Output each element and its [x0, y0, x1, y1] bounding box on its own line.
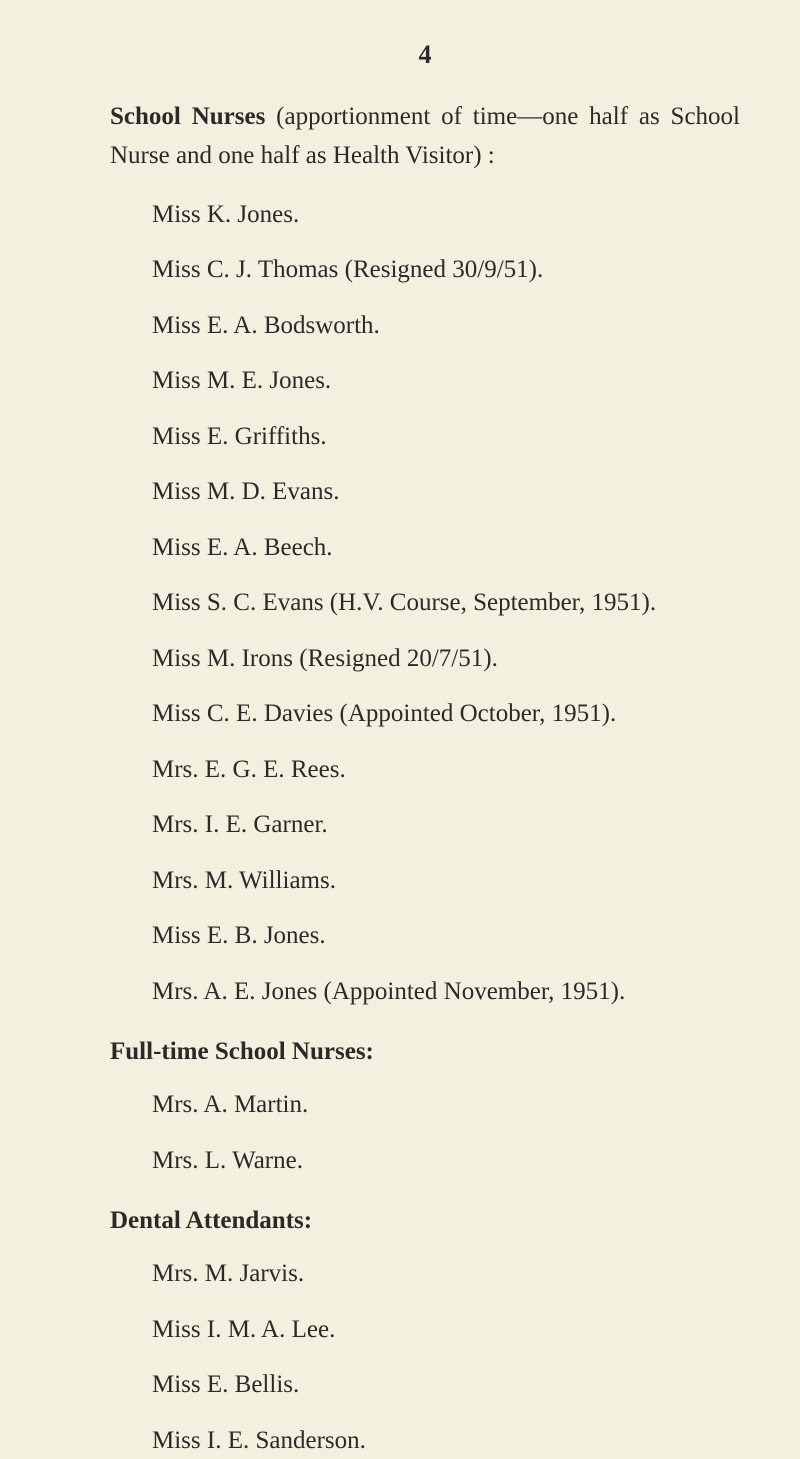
- section-school-nurses-intro: School Nurses (apportionment of time—one…: [110, 98, 740, 176]
- list-item: Mrs. M. Jarvis.: [110, 1255, 740, 1293]
- list-item: Miss E. A. Bodsworth.: [110, 307, 740, 345]
- list-item: Miss M. E. Jones.: [110, 362, 740, 400]
- list-item: Miss M. Irons (Resigned 20/7/51).: [110, 640, 740, 678]
- page-number: 4: [110, 40, 740, 70]
- school-nurses-list: Miss K. Jones. Miss C. J. Thomas (Resign…: [110, 196, 740, 1011]
- section-dental-heading: Dental Attendants:: [110, 1207, 740, 1235]
- list-item: Miss E. B. Jones.: [110, 917, 740, 955]
- list-item: Miss E. A. Beech.: [110, 529, 740, 567]
- list-item: Mrs. I. E. Garner.: [110, 806, 740, 844]
- list-item: Miss E. Griffiths.: [110, 418, 740, 456]
- list-item: Mrs. L. Warne.: [110, 1142, 740, 1180]
- list-item: Miss I. E. Sanderson.: [110, 1422, 740, 1459]
- list-item: Miss K. Jones.: [110, 196, 740, 234]
- list-item: Miss M. D. Evans.: [110, 473, 740, 511]
- list-item: Mrs. M. Williams.: [110, 862, 740, 900]
- list-item: Mrs. A. Martin.: [110, 1086, 740, 1124]
- fulltime-nurses-list: Mrs. A. Martin. Mrs. L. Warne.: [110, 1086, 740, 1179]
- list-item: Miss I. M. A. Lee.: [110, 1311, 740, 1349]
- list-item: Miss C. J. Thomas (Resigned 30/9/51).: [110, 251, 740, 289]
- list-item: Miss E. Bellis.: [110, 1366, 740, 1404]
- dental-attendants-list: Mrs. M. Jarvis. Miss I. M. A. Lee. Miss …: [110, 1255, 740, 1459]
- list-item: Miss S. C. Evans (H.V. Course, September…: [110, 584, 740, 622]
- list-item: Mrs. A. E. Jones (Appointed November, 19…: [110, 973, 740, 1011]
- document-page: 4 School Nurses (apportionment of time—o…: [0, 0, 800, 1390]
- section-heading-bold: School Nurses: [110, 103, 265, 130]
- list-item: Mrs. E. G. E. Rees.: [110, 751, 740, 789]
- list-item: Miss C. E. Davies (Appointed October, 19…: [110, 695, 740, 733]
- section-fulltime-heading: Full-time School Nurses:: [110, 1038, 740, 1066]
